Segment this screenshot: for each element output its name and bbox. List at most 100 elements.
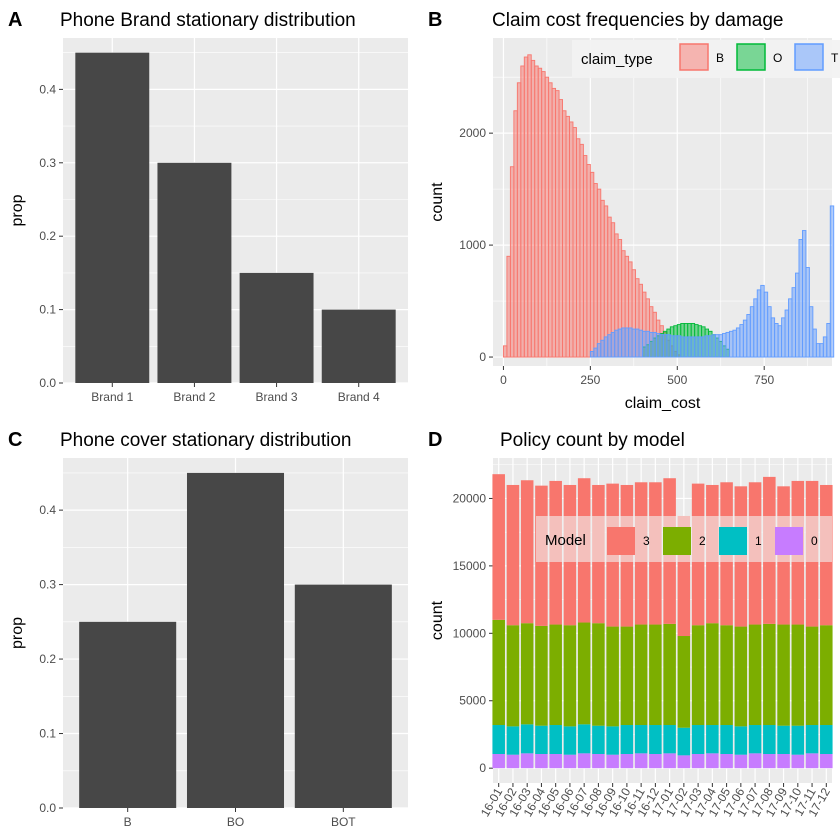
x-tick-label: Brand 4 — [338, 390, 380, 404]
histogram-bar — [614, 329, 619, 358]
stacked-bar-segment — [634, 725, 648, 754]
series-T — [589, 205, 835, 358]
histogram-bar — [579, 143, 584, 358]
histogram-bar — [739, 324, 744, 358]
histogram-bar — [635, 328, 640, 358]
stacked-bar-segment — [820, 725, 833, 755]
histogram-bar — [534, 65, 539, 358]
bar — [79, 621, 177, 808]
x-tick-label: 0 — [500, 373, 507, 387]
histogram-bar — [506, 255, 511, 358]
histogram-bar — [649, 331, 654, 358]
stacked-bar-segment — [706, 725, 719, 754]
stacked-bar-segment — [520, 480, 534, 624]
histogram-bar — [596, 343, 602, 358]
legend-key — [794, 43, 824, 71]
x-tick-label: Brand 3 — [256, 390, 298, 404]
legend-label: 2 — [699, 534, 706, 548]
legend-title: claim_type — [581, 51, 653, 68]
histogram-bar — [680, 336, 685, 358]
stacked-bar-segment — [691, 725, 705, 755]
stacked-bar-segment — [663, 623, 676, 726]
histogram-bar — [589, 350, 595, 358]
stacked-bar-segment — [820, 754, 833, 769]
histogram-bar — [523, 56, 529, 358]
stacked-bar-segment — [691, 625, 705, 726]
histogram-bar — [562, 110, 567, 358]
histogram-bar — [582, 155, 588, 358]
histogram-bar — [822, 336, 828, 358]
stacked-bar-segment — [620, 626, 634, 726]
panel-A: A Phone Brand stationary distribution prop… — [8, 9, 408, 404]
bar — [75, 52, 150, 384]
histogram-bar — [753, 298, 758, 358]
legend: claim_type B O T — [572, 40, 840, 78]
stacked-bar-segment — [535, 725, 548, 755]
histogram-bar — [551, 87, 557, 358]
stacked-bar-segment — [563, 726, 577, 755]
histogram-bar — [673, 335, 678, 358]
histogram-bar — [662, 334, 668, 358]
stacked-bar-segment — [506, 484, 520, 626]
panel-letter: B — [428, 9, 442, 31]
x-axis-title: claim_cost — [625, 395, 701, 412]
histogram-bar — [795, 272, 800, 358]
stacked-bar-segment — [563, 754, 577, 769]
histogram-bar — [624, 327, 630, 358]
stacked-bar-segment — [577, 724, 591, 754]
stacked-bar-segment — [492, 474, 505, 620]
y-tick-label: 0.4 — [39, 82, 56, 96]
stacked-bar-segment — [777, 725, 790, 755]
stacked-bar-segment — [677, 727, 691, 756]
stacked-bar-segment — [506, 726, 520, 755]
y-tick-label: 1000 — [459, 238, 486, 252]
stacked-bar-segment — [649, 624, 662, 726]
histogram-bar — [735, 327, 741, 358]
stacked-bar-segment — [577, 622, 591, 725]
stacked-bar-segment — [492, 619, 505, 726]
histogram-bar — [815, 343, 821, 358]
histogram-bar — [669, 335, 675, 358]
stacked-bar-segment — [535, 625, 548, 726]
histogram-bar — [749, 306, 755, 358]
stacked-bar-segment — [520, 623, 534, 725]
histogram-bar — [687, 336, 692, 358]
histogram-bar — [763, 291, 769, 358]
histogram-bar — [502, 345, 508, 358]
legend-key — [719, 527, 747, 555]
histogram-bar — [544, 76, 550, 358]
x-tick-label: 750 — [754, 373, 774, 387]
histogram-bar — [708, 335, 713, 358]
stacked-bar-segment — [691, 754, 705, 769]
stacked-bar-segment — [805, 725, 819, 754]
histogram-bar — [728, 330, 734, 358]
histogram-bar — [558, 99, 563, 358]
stacked-bar-segment — [791, 725, 805, 755]
stacked-bar-segment — [506, 625, 520, 727]
stacked-bar-segment — [620, 754, 634, 769]
histogram-bar — [676, 335, 682, 358]
histogram-bar — [808, 306, 814, 358]
stacked-bar-segment — [734, 754, 748, 769]
stacked-bar-segment — [791, 624, 805, 726]
histogram-bar — [829, 205, 835, 358]
histogram-bar — [666, 334, 671, 358]
stacked-bar-segment — [720, 625, 733, 726]
histogram-bar — [600, 199, 605, 358]
legend-key — [775, 527, 803, 555]
histogram-bar — [659, 334, 664, 358]
y-tick-label: 0 — [479, 761, 486, 775]
y-tick-label: 10000 — [453, 626, 487, 640]
legend-label: 1 — [755, 534, 762, 548]
legend-label: T — [831, 51, 839, 65]
histogram-bar — [520, 65, 525, 358]
stacked-bar-segment — [748, 624, 762, 726]
stacked-bar-segment — [520, 753, 534, 769]
bar — [157, 162, 232, 383]
stacked-bar-segment — [520, 724, 534, 754]
y-tick-label: 15000 — [453, 559, 487, 573]
y-tick-label: 0.2 — [39, 229, 56, 243]
stacked-bar-segment — [706, 753, 719, 769]
histogram-bar — [593, 183, 598, 358]
